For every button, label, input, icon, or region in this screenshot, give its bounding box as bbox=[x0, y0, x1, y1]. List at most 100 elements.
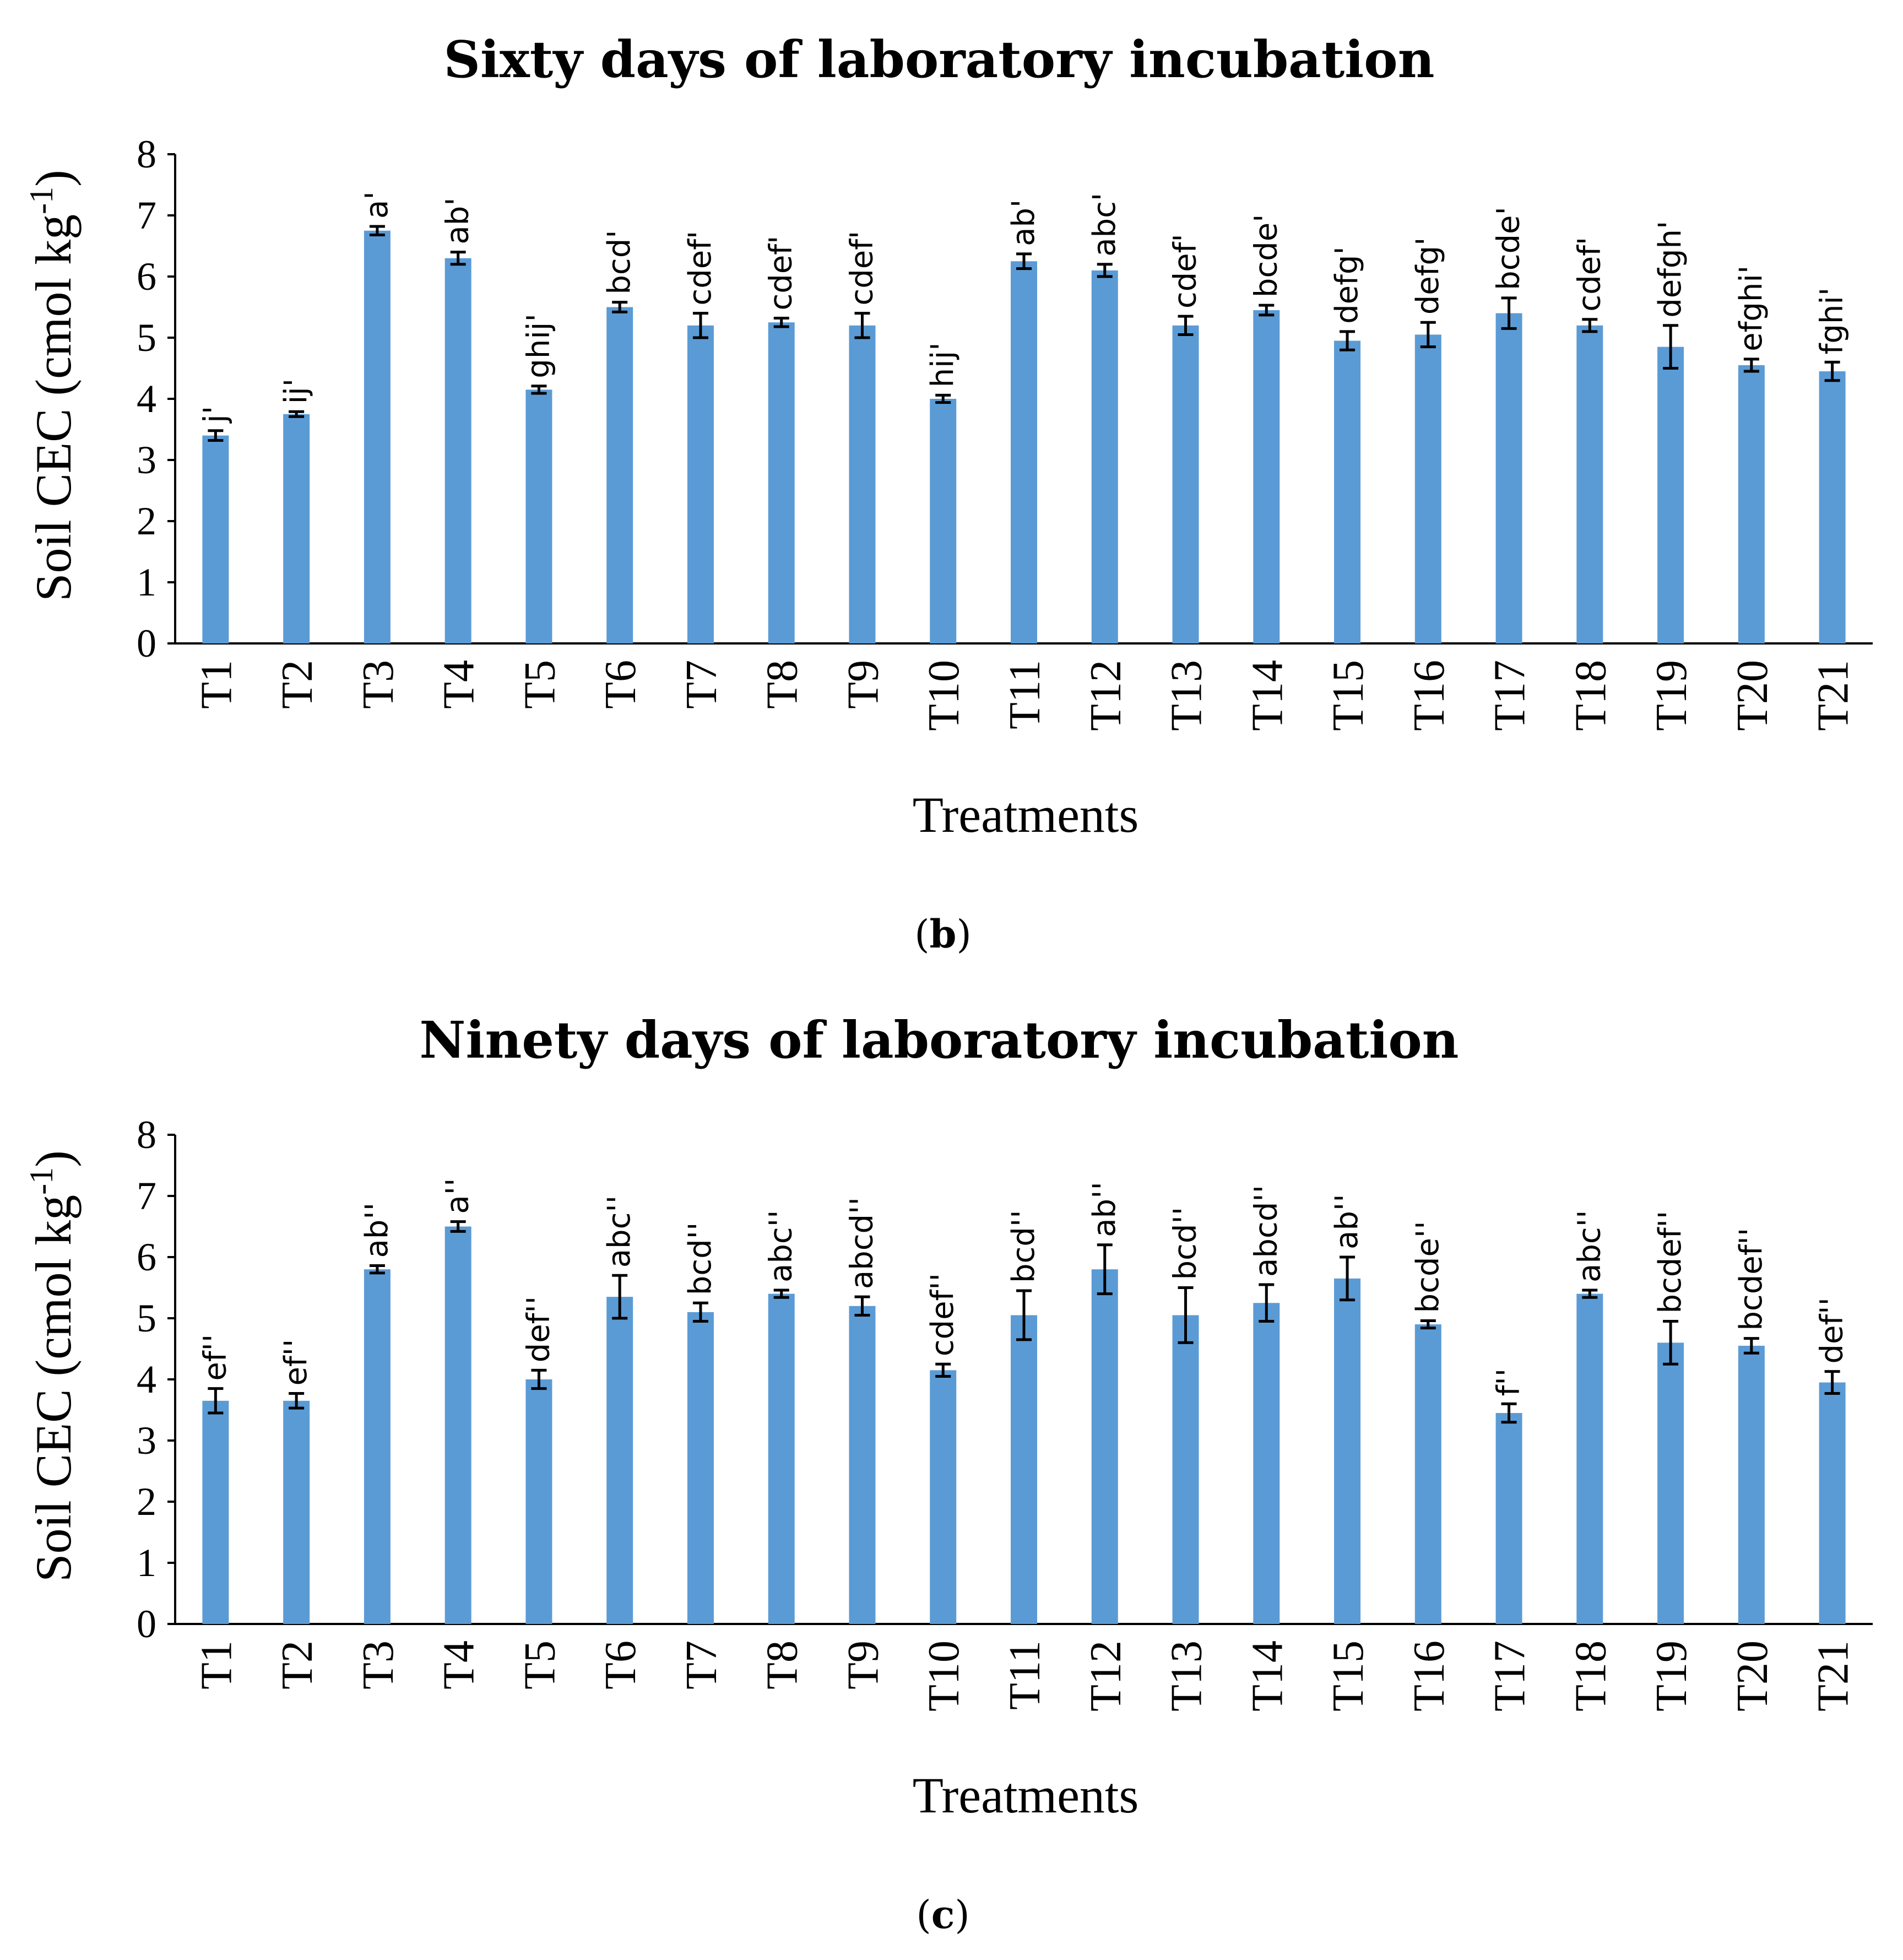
panel-ninety-days: Ninety days of laboratory incubation Soi… bbox=[23, 1010, 1873, 1937]
chart-title-sixty-days: Sixty days of laboratory incubation bbox=[444, 30, 1435, 89]
y-tick-label: 5 bbox=[137, 1296, 156, 1340]
error-bar-t4 bbox=[450, 251, 466, 266]
significance-label: ab' bbox=[1006, 199, 1042, 246]
bar-t10 bbox=[930, 399, 957, 643]
error-bar-t16 bbox=[1420, 1319, 1436, 1330]
error-bar-t16 bbox=[1420, 321, 1436, 349]
y-tick-label: 8 bbox=[137, 132, 156, 176]
error-bar-t18 bbox=[1582, 318, 1598, 333]
x-tick-label-t9: T9 bbox=[839, 660, 887, 709]
significance-label: fghi' bbox=[1814, 288, 1850, 355]
significance-label: def'' bbox=[521, 1296, 556, 1363]
significance-label: ef'' bbox=[197, 1334, 233, 1381]
x-tick-label-t12: T12 bbox=[1082, 660, 1130, 731]
bar-t19 bbox=[1657, 346, 1684, 643]
y-tick-label: 1 bbox=[137, 560, 156, 604]
bar-t1 bbox=[202, 435, 229, 643]
x-axis-title: Treatments bbox=[913, 787, 1139, 843]
error-bar-t4 bbox=[450, 1220, 466, 1233]
x-tick-label-t10: T10 bbox=[920, 1640, 968, 1712]
bar-t13 bbox=[1172, 1315, 1199, 1624]
bar-t14 bbox=[1253, 310, 1280, 643]
error-bar-t17 bbox=[1501, 296, 1517, 330]
significance-label: cdef'' bbox=[925, 1273, 961, 1356]
y-tick-label: 6 bbox=[137, 255, 156, 299]
significance-label: defg' bbox=[1410, 237, 1446, 315]
error-bar-t3 bbox=[369, 225, 385, 237]
bar-t18 bbox=[1576, 1293, 1603, 1624]
error-bar-t20 bbox=[1743, 358, 1759, 373]
error-bar-t18 bbox=[1582, 1288, 1598, 1299]
significance-label: f'' bbox=[1491, 1368, 1527, 1396]
significance-label: ab' bbox=[440, 197, 476, 244]
x-tick-label-t13: T13 bbox=[1163, 1640, 1211, 1712]
error-bar-t8 bbox=[773, 1288, 789, 1299]
x-tick-label-t12: T12 bbox=[1082, 1640, 1130, 1712]
significance-label: def'' bbox=[1814, 1297, 1850, 1364]
significance-label: bcde' bbox=[1491, 207, 1527, 290]
error-bar-t19 bbox=[1663, 324, 1679, 370]
significance-label: ab'' bbox=[359, 1203, 395, 1258]
significance-label: cdef' bbox=[844, 231, 880, 306]
y-tick-label: 7 bbox=[137, 1174, 156, 1218]
significance-label: j' bbox=[197, 406, 233, 424]
bar-t9 bbox=[849, 1306, 876, 1624]
x-tick-label-t8: T8 bbox=[758, 1640, 807, 1690]
panel-caption-b: (b) bbox=[914, 911, 972, 957]
error-bar-t11 bbox=[1016, 1289, 1032, 1341]
x-tick-label-t14: T14 bbox=[1243, 660, 1292, 731]
x-tick-label-t19: T19 bbox=[1647, 660, 1696, 731]
x-tick-label-t2: T2 bbox=[273, 660, 322, 709]
x-tick-label-t20: T20 bbox=[1728, 1640, 1777, 1712]
x-tick-label-t13: T13 bbox=[1163, 660, 1211, 731]
significance-label: hij' bbox=[925, 342, 961, 387]
x-tick-label-t11: T11 bbox=[1001, 1640, 1049, 1710]
x-tick-label-t19: T19 bbox=[1647, 1640, 1696, 1712]
significance-label: bcdef'' bbox=[1652, 1211, 1688, 1314]
bar-t12 bbox=[1091, 270, 1118, 643]
x-tick-label-t1: T1 bbox=[192, 1640, 241, 1690]
x-tick-label-t1: T1 bbox=[192, 660, 241, 709]
panel-caption-c: (c) bbox=[916, 1892, 969, 1937]
x-tick-label-t15: T15 bbox=[1324, 660, 1373, 731]
significance-label: efghi' bbox=[1733, 266, 1769, 351]
significance-label: defg' bbox=[1329, 246, 1365, 324]
chart-title-ninety-days: Ninety days of laboratory incubation bbox=[419, 1010, 1459, 1070]
x-tick-label-t3: T3 bbox=[354, 1640, 403, 1690]
x-tick-label-t3: T3 bbox=[354, 660, 403, 709]
error-bar-t21 bbox=[1824, 360, 1840, 382]
error-bar-t10 bbox=[935, 393, 951, 404]
y-tick-label: 8 bbox=[137, 1113, 156, 1157]
error-bar-t13 bbox=[1178, 315, 1194, 336]
bar-t13 bbox=[1172, 325, 1199, 643]
significance-label: bcd' bbox=[601, 230, 637, 294]
bar-t18 bbox=[1576, 325, 1603, 643]
bar-t14 bbox=[1253, 1303, 1280, 1624]
panel-sixty-days: Sixty days of laboratory incubation Soil… bbox=[23, 30, 1873, 957]
x-tick-label-t4: T4 bbox=[435, 660, 484, 709]
y-tick-label: 0 bbox=[137, 1602, 156, 1646]
x-tick-label-t6: T6 bbox=[597, 1640, 645, 1690]
x-tick-label-t5: T5 bbox=[516, 660, 564, 709]
x-tick-label-t2: T2 bbox=[273, 1640, 322, 1690]
x-tick-label-t20: T20 bbox=[1728, 660, 1777, 731]
x-tick-label-t15: T15 bbox=[1324, 1640, 1373, 1712]
significance-label: abc'' bbox=[1571, 1210, 1607, 1282]
bar-t7 bbox=[687, 325, 714, 643]
bar-t5 bbox=[525, 389, 552, 643]
significance-label: abc'' bbox=[601, 1195, 637, 1268]
error-bar-t7 bbox=[692, 1301, 708, 1323]
error-bar-t9 bbox=[854, 312, 870, 339]
bar-t6 bbox=[606, 1297, 633, 1624]
error-bar-t17 bbox=[1501, 1402, 1517, 1424]
y-tick-label: 7 bbox=[137, 193, 156, 237]
error-bar-t2 bbox=[289, 1392, 305, 1410]
y-tick-label: 3 bbox=[137, 438, 156, 482]
error-bar-t13 bbox=[1178, 1286, 1194, 1344]
x-tick-label-t4: T4 bbox=[435, 1640, 484, 1690]
significance-label: ab'' bbox=[1329, 1194, 1365, 1249]
significance-label: abc'' bbox=[763, 1210, 799, 1282]
bar-t17 bbox=[1495, 313, 1522, 643]
bar-t20 bbox=[1738, 365, 1765, 643]
error-bar-t9 bbox=[854, 1295, 870, 1317]
